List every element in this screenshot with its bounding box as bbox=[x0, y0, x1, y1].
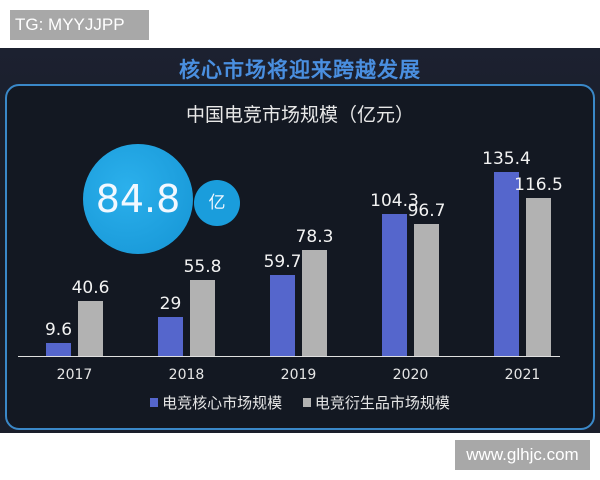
value-label: 29 bbox=[159, 294, 182, 314]
x-tick-label: 2019 bbox=[280, 367, 317, 383]
legend-label-core: 电竞核心市场规模 bbox=[162, 394, 283, 412]
bar-derivative-2018 bbox=[190, 280, 215, 356]
bar-core-2021 bbox=[494, 172, 519, 356]
highlight-bubble: 84.8 bbox=[83, 144, 193, 254]
x-tick-label: 2017 bbox=[56, 367, 93, 383]
value-label: 55.8 bbox=[183, 257, 222, 277]
value-label: 135.4 bbox=[482, 149, 531, 169]
legend-swatch-derivative bbox=[302, 398, 311, 407]
x-tick-label: 2018 bbox=[168, 367, 205, 383]
value-label: 116.5 bbox=[514, 175, 563, 195]
chart-title: 中国电竞市场规模（亿元） bbox=[185, 104, 414, 126]
x-axis-line bbox=[18, 356, 560, 357]
highlight-unit-bubble: 亿 bbox=[194, 180, 240, 226]
headline: 核心市场将迎来跨越发展 bbox=[179, 58, 421, 82]
bar-core-2018 bbox=[158, 317, 183, 356]
x-tick-label: 2021 bbox=[504, 367, 541, 383]
legend-label-derivative: 电竞衍生品市场规模 bbox=[314, 394, 450, 412]
value-label: 40.6 bbox=[71, 278, 110, 298]
legend-item-core: 电竞核心市场规模 bbox=[150, 392, 282, 413]
bar-core-2020 bbox=[382, 214, 407, 356]
value-label: 59.7 bbox=[263, 252, 302, 272]
legend-item-derivative: 电竞衍生品市场规模 bbox=[302, 392, 450, 413]
x-tick-label: 2020 bbox=[392, 367, 429, 383]
bar-derivative-2021 bbox=[526, 198, 551, 356]
value-label: 96.7 bbox=[407, 201, 446, 221]
bar-core-2019 bbox=[270, 275, 295, 356]
bar-derivative-2017 bbox=[78, 301, 103, 356]
value-label: 104.3 bbox=[370, 191, 419, 211]
bar-derivative-2019 bbox=[302, 250, 327, 356]
watermark-bottom: www.glhjc.com bbox=[455, 440, 590, 470]
bar-derivative-2020 bbox=[414, 224, 439, 356]
value-label: 78.3 bbox=[295, 227, 334, 247]
watermark-top: TG: MYYJJPP bbox=[10, 10, 149, 40]
bar-core-2017 bbox=[46, 343, 71, 356]
legend-swatch-core bbox=[150, 398, 159, 407]
legend: 电竞核心市场规模 电竞衍生品市场规模 bbox=[0, 392, 600, 413]
value-label: 9.6 bbox=[44, 320, 73, 340]
